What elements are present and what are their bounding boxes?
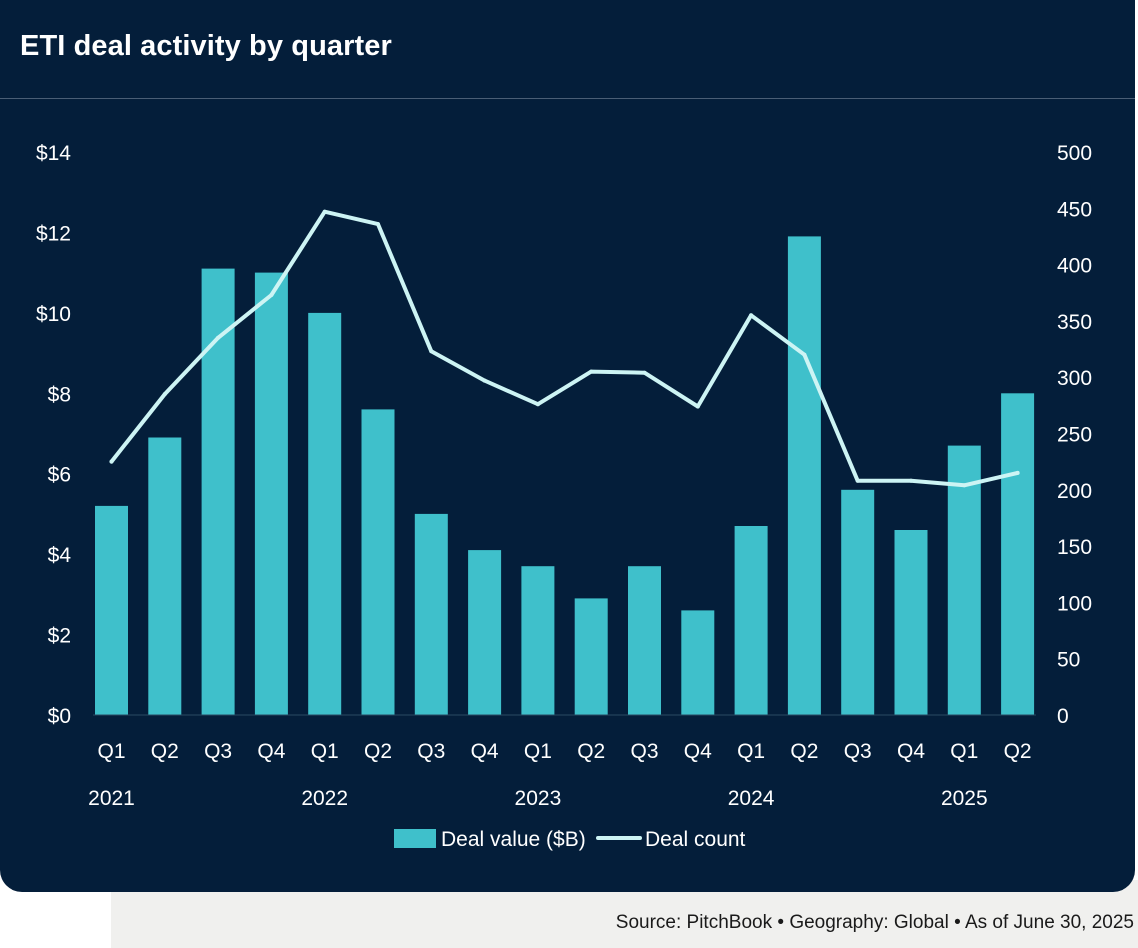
bar — [521, 566, 555, 715]
source-label: Source: PitchBook — [615, 912, 773, 933]
line-point — [429, 349, 434, 354]
line-point — [749, 313, 754, 318]
line-series — [109, 209, 1020, 488]
legend-swatch-bar — [394, 829, 436, 848]
line-point — [909, 478, 913, 483]
bar — [468, 550, 502, 715]
legend: Deal value ($B) Deal count — [394, 828, 746, 851]
x-tick-label: Q2 — [151, 740, 179, 763]
right-tick-label: 0 — [1057, 705, 1069, 728]
chart-card: ETI deal activity by quarter $0 $2 $4 $6 $8 $… — [0, 0, 1135, 892]
legend-label-bar: Deal value ($B) — [441, 828, 586, 851]
bar — [1001, 393, 1035, 715]
x-tick-label: Q1 — [524, 740, 552, 763]
as-of-label: As of June 30, 2025 — [964, 912, 1134, 933]
bar — [734, 526, 768, 715]
bar — [841, 489, 875, 715]
line-point — [962, 483, 967, 488]
right-tick-label: 400 — [1057, 255, 1092, 278]
x-tick-label: Q4 — [471, 740, 499, 763]
bar — [787, 236, 821, 715]
bar-series — [93, 236, 1036, 716]
line-point — [162, 392, 167, 397]
legend-label-line: Deal count — [645, 828, 746, 851]
bar — [201, 268, 235, 715]
year-axis: 2021 2022 2023 2024 2025 — [88, 787, 988, 810]
x-tick-label: Q2 — [1004, 740, 1032, 763]
right-tick-label: 100 — [1057, 592, 1092, 615]
line-point — [535, 402, 540, 407]
bar — [308, 312, 342, 715]
source-note: Source: PitchBook • Geography: Global • … — [616, 912, 1134, 934]
left-tick-label: $12 — [36, 222, 71, 245]
x-tick-label: Q4 — [257, 740, 285, 763]
bar — [947, 445, 981, 715]
line-point — [802, 352, 807, 357]
x-tick-label: Q3 — [417, 740, 445, 763]
x-axis: Q1 Q2 Q3 Q4 Q1 Q2 Q3 Q4 Q1 Q2 Q3 Q4 Q1 Q2 Q3 Q4 Q1 Q2 — [97, 740, 1031, 763]
x-tick-label: Q4 — [897, 740, 925, 763]
x-tick-label: Q3 — [630, 740, 658, 763]
left-tick-label: $4 — [48, 544, 72, 567]
bar — [254, 272, 288, 715]
line-point — [855, 478, 860, 483]
bar — [148, 437, 182, 715]
x-tick-label: Q1 — [311, 740, 339, 763]
geography-label: Geography: Global — [789, 912, 949, 933]
x-tick-label: Q3 — [844, 740, 872, 763]
title-divider — [0, 98, 1135, 99]
line-point — [322, 209, 327, 214]
right-tick-label: 350 — [1057, 311, 1092, 334]
left-tick-label: $14 — [36, 142, 71, 165]
right-tick-label: 150 — [1057, 536, 1092, 559]
right-tick-label: 50 — [1057, 649, 1080, 672]
chart-title: ETI deal activity by quarter — [20, 30, 392, 62]
bar — [628, 566, 661, 715]
line-point — [216, 335, 221, 340]
x-tick-label: Q3 — [204, 740, 232, 763]
left-tick-label: $0 — [48, 705, 71, 728]
bar — [414, 513, 448, 715]
right-axis: 0 50 100 150 200 250 300 350 400 450 500 — [1057, 142, 1092, 728]
chart-area: $0 $2 $4 $6 $8 $10 $12 $14 0 50 100 150 200 250 300 35… — [36, 142, 1092, 851]
right-tick-label: 300 — [1057, 367, 1092, 390]
right-tick-label: 500 — [1057, 142, 1092, 165]
left-tick-label: $10 — [36, 303, 71, 326]
bar — [574, 598, 608, 715]
separator: • — [777, 912, 785, 933]
right-tick-label: 450 — [1057, 198, 1092, 221]
separator: • — [954, 912, 961, 933]
bar — [681, 610, 715, 715]
line-point — [109, 459, 114, 464]
line-point — [642, 370, 647, 375]
left-tick-label: $8 — [48, 383, 71, 406]
x-tick-label: Q2 — [790, 740, 818, 763]
left-axis: $0 $2 $4 $6 $8 $10 $12 $14 — [36, 142, 71, 728]
line-point — [269, 293, 274, 297]
year-label: 2023 — [515, 787, 562, 810]
x-tick-label: Q2 — [364, 740, 392, 763]
x-tick-label: Q2 — [577, 740, 605, 763]
deal-count-line — [109, 209, 1020, 488]
line-point — [1015, 470, 1020, 475]
line-point — [589, 369, 594, 374]
year-label: 2021 — [88, 787, 135, 810]
x-tick-label: Q4 — [684, 740, 712, 763]
line-point — [376, 222, 380, 227]
x-tick-label: Q1 — [950, 740, 978, 763]
year-label: 2022 — [301, 787, 348, 810]
year-label: 2024 — [728, 787, 775, 810]
line-point — [695, 404, 700, 409]
right-tick-label: 200 — [1057, 480, 1092, 503]
left-tick-label: $2 — [48, 625, 71, 648]
bar — [361, 409, 395, 715]
right-tick-label: 250 — [1057, 424, 1092, 447]
x-tick-label: Q1 — [737, 740, 765, 763]
bar — [894, 530, 928, 715]
line-point — [482, 378, 487, 383]
year-label: 2025 — [941, 787, 988, 810]
x-tick-label: Q1 — [97, 740, 125, 763]
bar — [95, 505, 128, 715]
left-tick-label: $6 — [48, 464, 71, 487]
